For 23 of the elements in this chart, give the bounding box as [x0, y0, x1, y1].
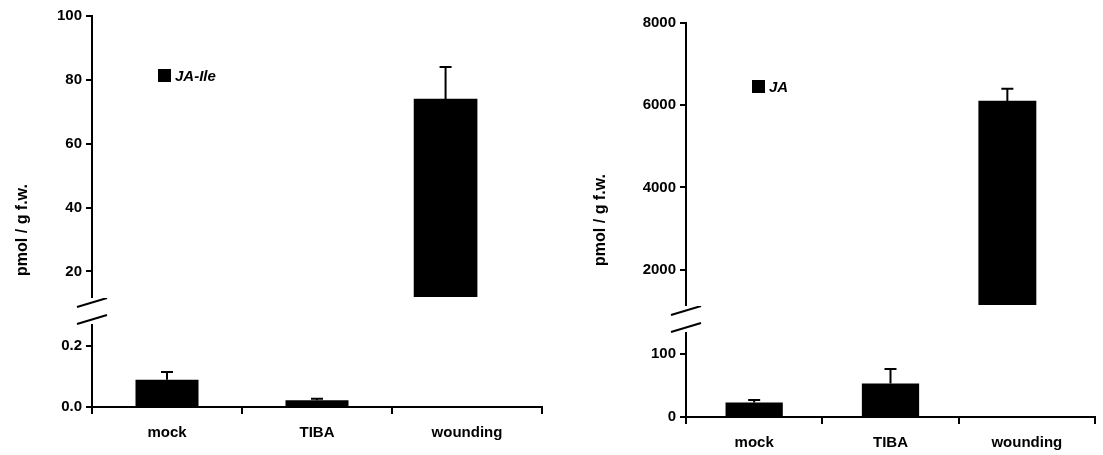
y-tick-label: 20 [65, 261, 82, 279]
y-tick-label: 0.0 [61, 397, 82, 415]
y-tick-label: 4000 [642, 177, 676, 195]
y-axis-title: pmol / g f.w. [13, 184, 31, 276]
x-tick-label: wounding [990, 433, 1063, 451]
y-tick-label: 8000 [642, 13, 676, 31]
y-tick-label: 0 [667, 407, 676, 425]
y-tick-label: 0.2 [61, 336, 82, 354]
y-tick-label: 40 [65, 197, 82, 215]
y-axis-title: pmol / g f.w. [591, 174, 609, 266]
y-tick-label: 100 [56, 6, 82, 24]
y-tick-label: 2000 [642, 259, 676, 277]
legend-label: JA [769, 78, 789, 95]
legend-label: JA-Ile [175, 67, 216, 84]
x-tick-label: TIBA [299, 423, 335, 441]
y-tick-label: 6000 [642, 95, 676, 113]
x-tick-label: mock [734, 433, 775, 451]
x-tick-label: TIBA [873, 433, 909, 451]
y-tick-label: 80 [65, 70, 82, 87]
y-tick-label: 60 [65, 133, 82, 151]
x-tick-label: wounding [430, 423, 503, 441]
y-tick-label: 100 [650, 343, 676, 361]
x-tick-label: mock [147, 423, 188, 441]
